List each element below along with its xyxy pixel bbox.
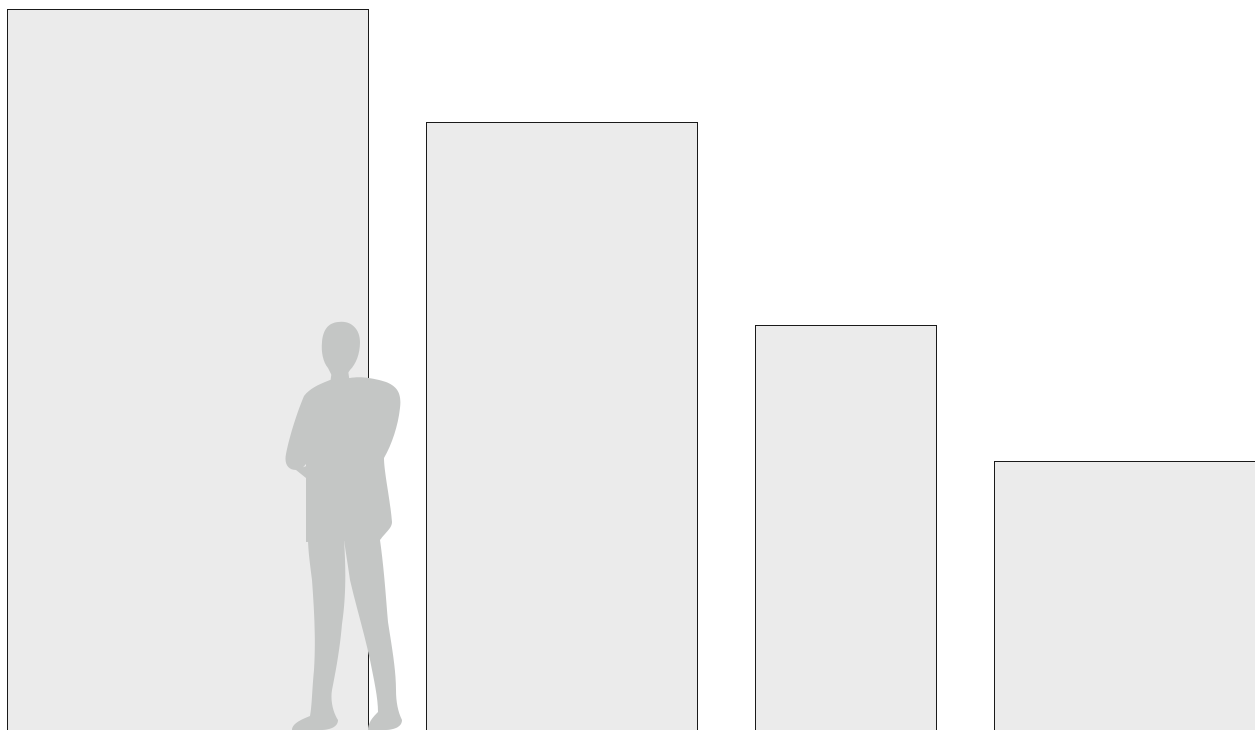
panel-tall [426, 122, 698, 730]
person-silhouette-icon [285, 321, 402, 730]
panel-medium [755, 325, 937, 730]
panel-tallest [7, 9, 369, 730]
panel-short [994, 461, 1255, 730]
